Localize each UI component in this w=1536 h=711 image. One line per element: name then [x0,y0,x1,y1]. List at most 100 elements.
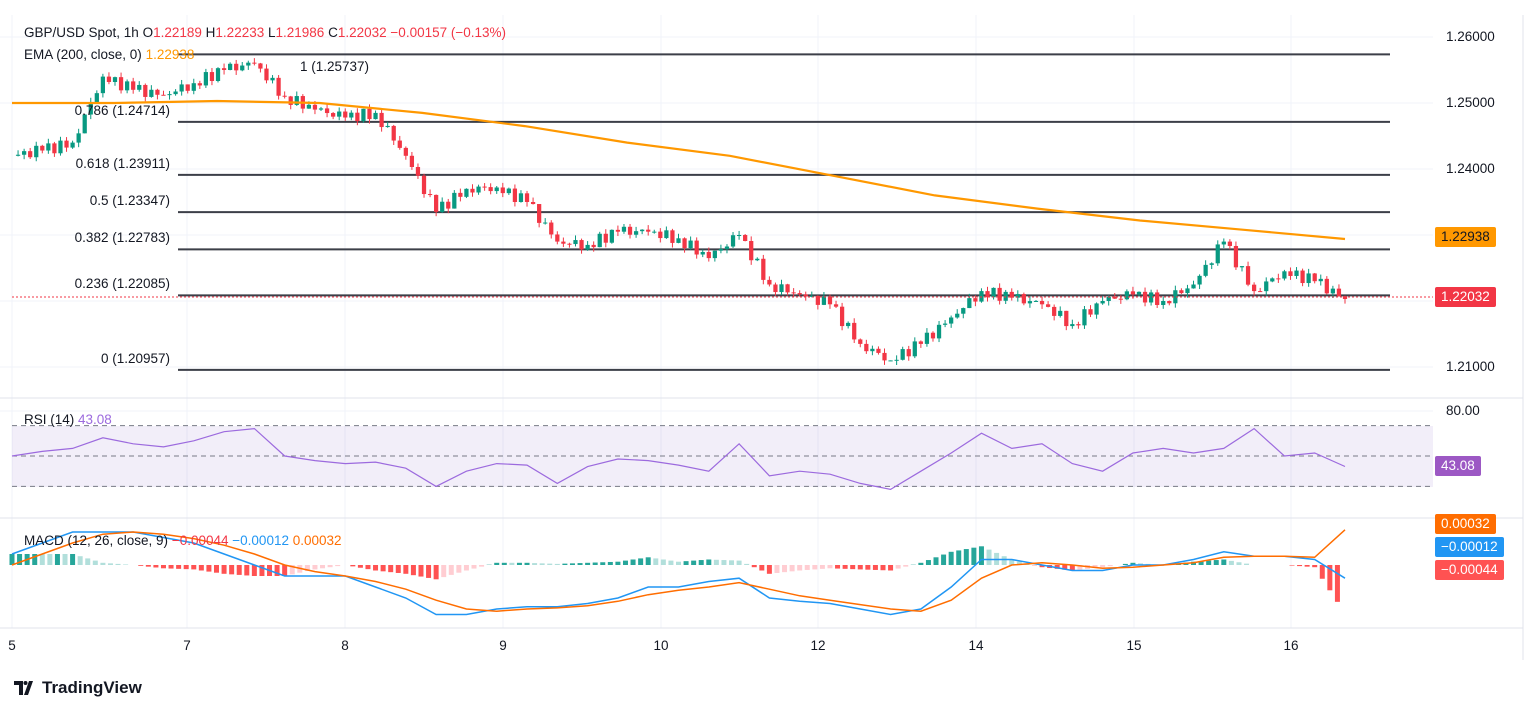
signal-tag: 0.00032 [1435,514,1496,534]
candle-body [803,294,808,297]
candle-body [1191,284,1196,289]
candle-body [615,229,621,232]
candle-body [1167,301,1172,304]
macd-legend[interactable]: MACD (12, 26, close, 9) −0.00044 −0.0001… [24,532,342,550]
ema-value: 1.22938 [145,47,195,62]
candle-body [446,201,451,209]
macd-histogram-bar [85,558,91,565]
candle-body [609,229,614,243]
candle-body [137,84,142,90]
candle-body [627,226,633,235]
candle-body [179,84,184,92]
candle-body [112,77,118,82]
candle-body [864,343,869,352]
candle-body [1100,301,1105,304]
candle-body [1094,303,1099,315]
candle-body [118,77,124,91]
candle-body [640,229,645,232]
candle-body [1118,298,1123,300]
macd-histogram-bar [789,565,795,572]
candle-body [1173,290,1178,304]
macd-histogram-bar [1130,562,1136,565]
fibonacci-retracement[interactable] [178,53,1390,371]
macd-histogram-bar [842,565,848,569]
candle-body [1197,275,1202,285]
candle-body [355,112,360,122]
macd-histogram-bar [327,565,333,568]
candle-body [894,359,899,361]
candle-body [1300,270,1305,284]
macd-histogram-bar [456,565,462,573]
candle-body [270,77,275,81]
candle-body [246,62,251,66]
macd-histogram-bar [766,565,772,574]
candle-body [94,93,99,103]
macd-histogram-bar [274,565,280,576]
candle-body [1070,324,1075,327]
candle-body [125,81,130,91]
candle-body [173,91,178,95]
candle-body [1294,270,1299,276]
macd-label: MACD (12, 26, close, 9) [24,533,169,548]
candle-body [597,233,602,248]
macd-histogram-bar [509,562,515,565]
rsi-legend[interactable]: RSI (14) 43.08 [24,411,112,429]
macd-hist-value: −0.00044 [171,533,229,548]
tradingview-logo-icon [14,681,33,695]
candle-body [100,76,106,94]
candle-body [1251,284,1257,292]
macd-histogram-bar [320,565,326,569]
macd-histogram-bar [1009,559,1015,565]
macd-histogram-bar [357,565,363,568]
candle-body [912,341,917,357]
candle-body [391,125,396,141]
candle-body [258,63,263,69]
tradingview-logo[interactable]: TradingView [14,678,142,698]
candle-body [1233,245,1239,268]
candle-body [167,94,172,96]
ema-price-tag: 1.22938 [1435,227,1496,247]
candle-body [846,322,851,327]
candle-body [888,360,893,362]
candle-body [718,249,724,251]
time-tick: 8 [341,638,349,653]
candle-body [1209,263,1214,265]
rsi-tick: 80.00 [1446,403,1480,418]
macd-histogram-bar [782,565,788,573]
candle-body [652,231,657,233]
macd-histogram-bar [153,565,159,568]
candle-body [161,94,166,96]
candle-body [924,332,930,344]
ema-legend[interactable]: EMA (200, close, 0) 1.22938 [24,46,194,64]
macd-histogram-bar [206,565,212,572]
candle-body [1227,241,1232,246]
macd-histogram-bar [501,562,507,565]
candle-body [1076,324,1081,326]
candle-body [1270,278,1275,282]
fib-level-label: 0.786 (1.24714) [74,102,170,118]
macd-histogram-bar [244,565,250,576]
macd-histogram-bar [539,563,545,565]
macd-histogram-bar [168,565,174,569]
candle-body [743,235,748,241]
candle-body [203,72,209,86]
macd-histogram-bar [706,559,712,565]
fib-level-label: 1 (1.25737) [300,59,370,75]
candle-body [809,295,814,297]
macd-histogram-bar [865,565,871,570]
macd-histogram-bar [691,560,697,565]
candle-body [573,240,578,245]
candle-body [197,83,202,86]
macd-histogram-bar [1001,556,1007,565]
macd-histogram-bar [516,562,522,565]
candle-body [1052,306,1057,316]
macd-histogram-bar [62,554,68,565]
candle-body [452,192,457,209]
candle-body [324,108,330,114]
macd-histogram-bar [918,562,924,565]
macd-histogram-bar [221,565,227,574]
symbol-legend[interactable]: GBP/USD Spot, 1h O1.22189 H1.22233 L1.21… [24,24,506,42]
macd-histogram-bar [615,561,621,565]
candle-body [191,83,196,91]
